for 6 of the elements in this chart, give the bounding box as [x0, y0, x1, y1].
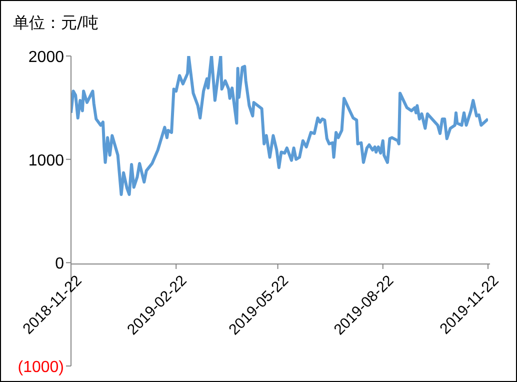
y-tick-label: 2000 [28, 49, 64, 66]
y-axis-title: 单位：元/吨 [13, 13, 98, 34]
y-tick-label: 1000 [28, 152, 64, 170]
line-series [71, 56, 488, 196]
y-tick-label: (1000) [18, 359, 64, 376]
y-tick-label: 0 [55, 256, 64, 273]
